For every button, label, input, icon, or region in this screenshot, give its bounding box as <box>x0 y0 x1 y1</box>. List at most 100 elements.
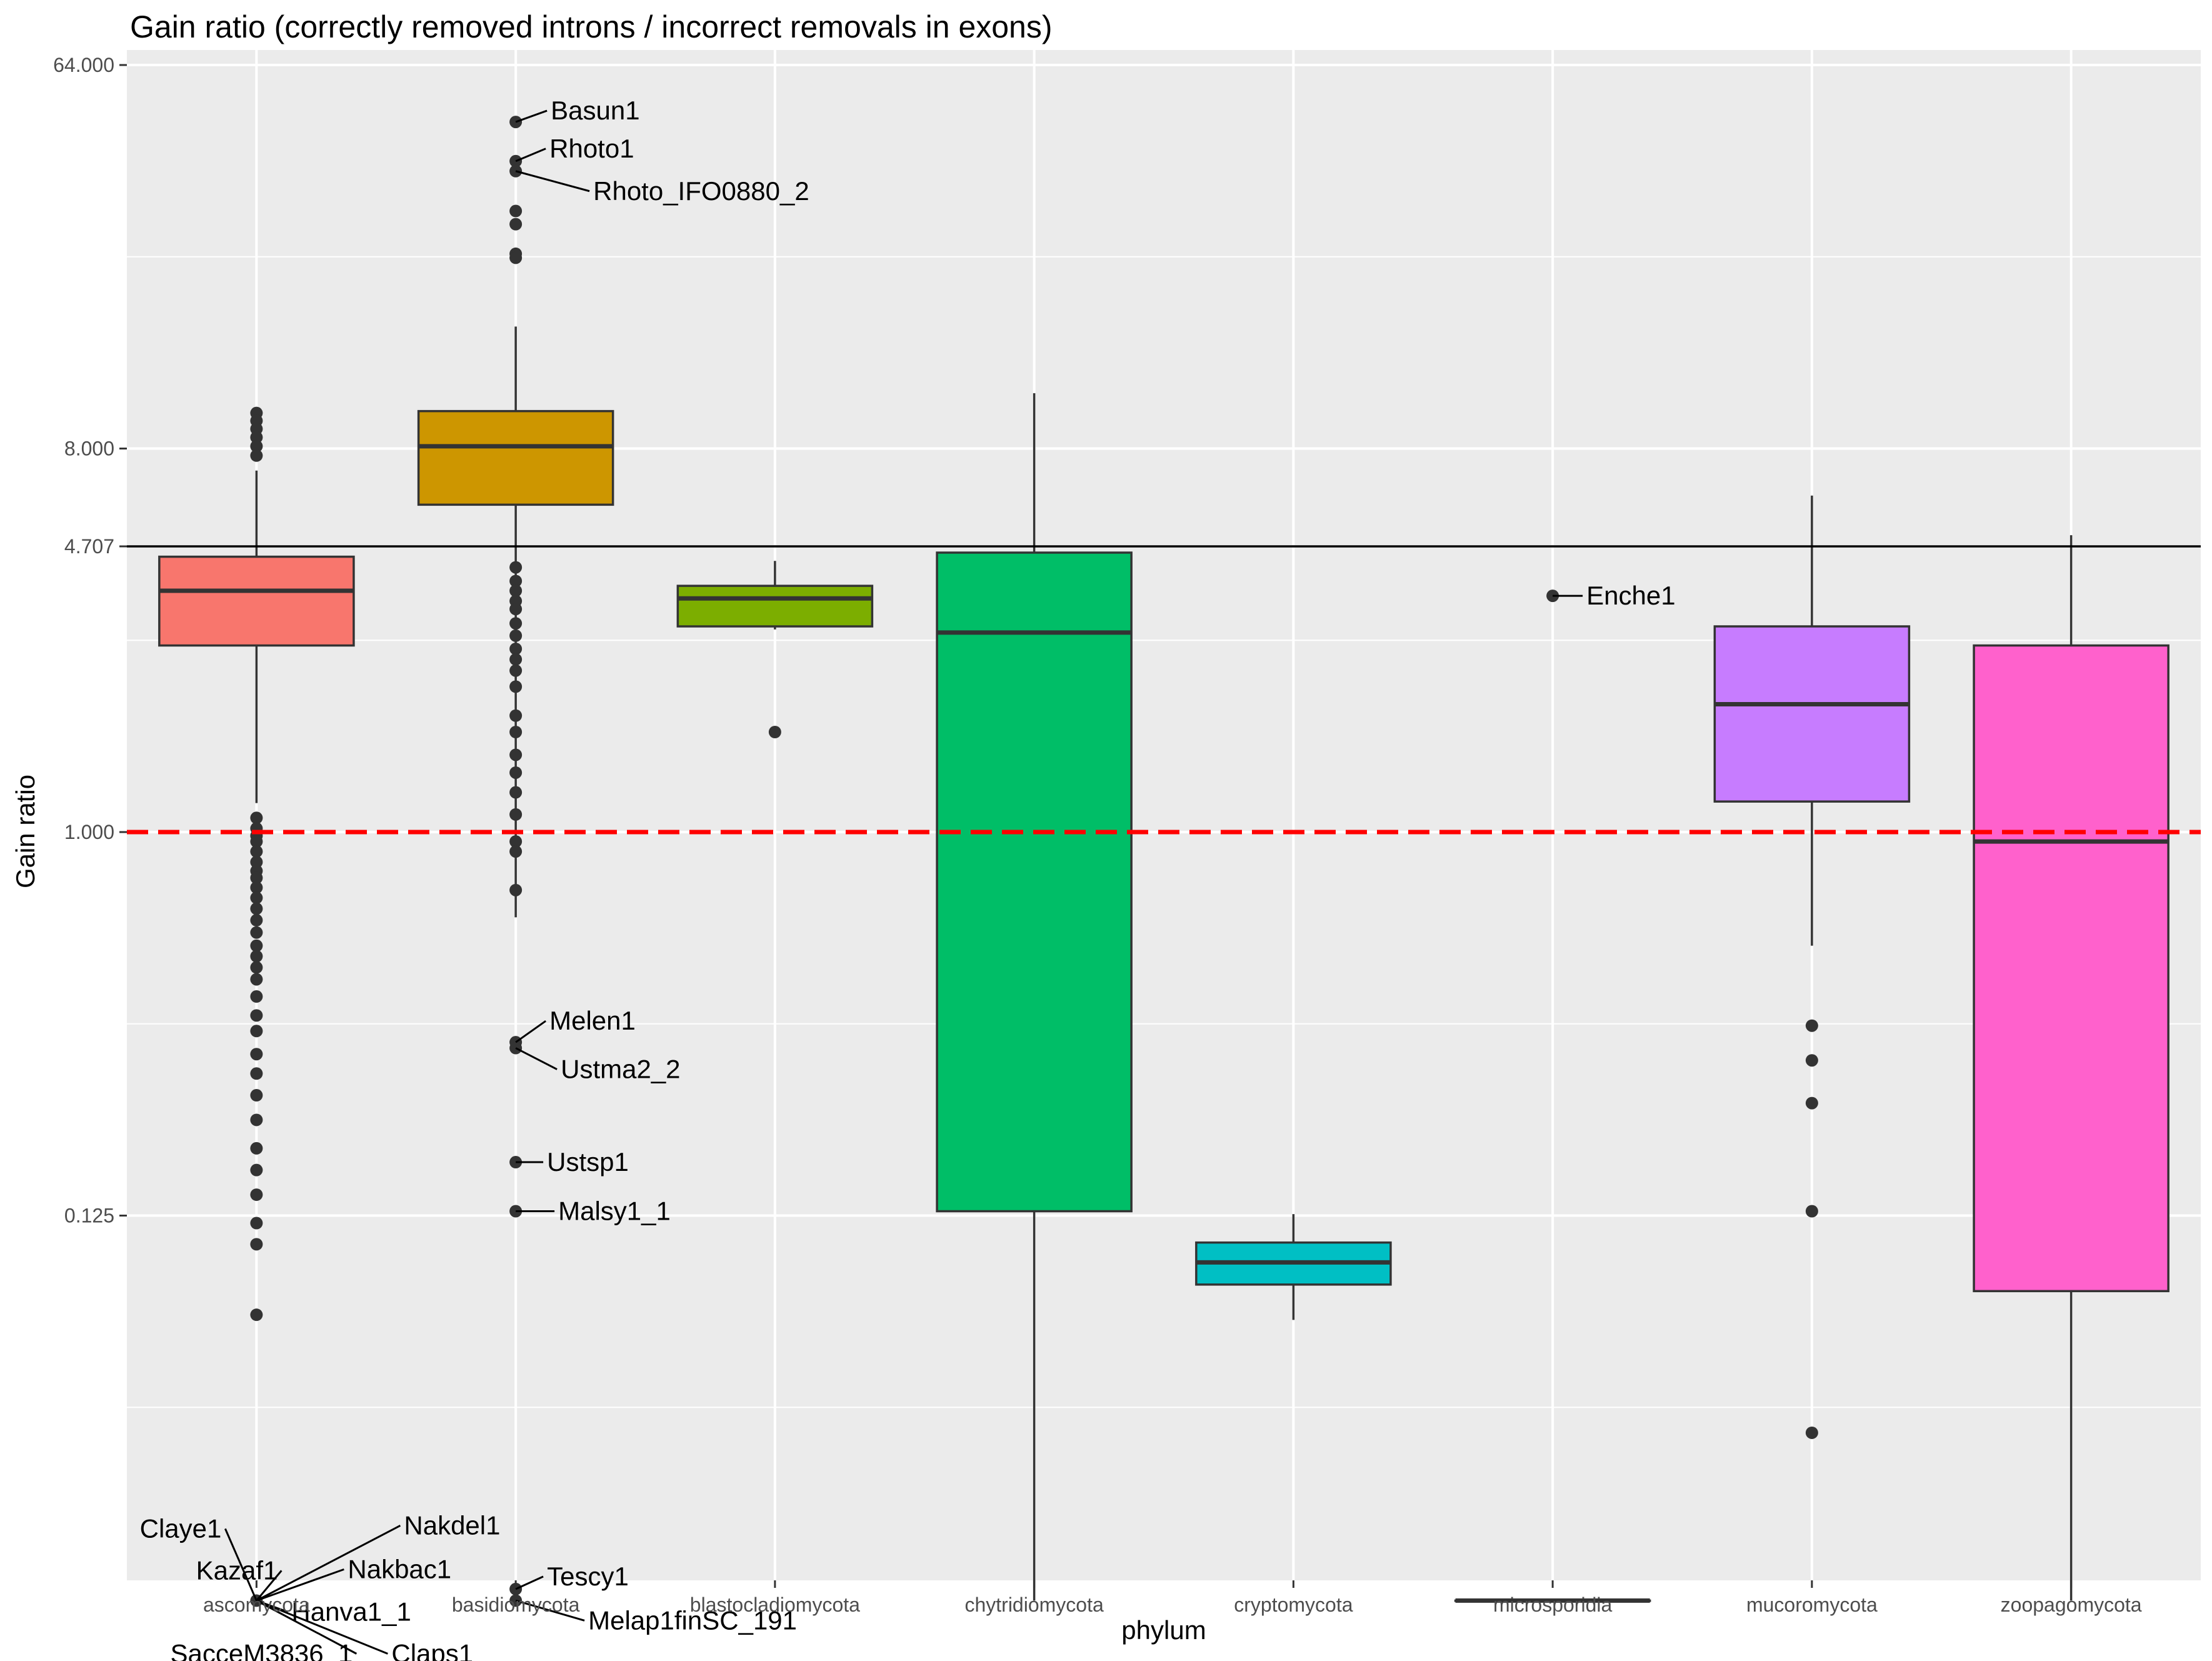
annotation-label: Kazaf1 <box>196 1555 278 1585</box>
annotation-leader <box>256 1599 388 1655</box>
outlier-point <box>250 449 263 462</box>
outlier-point <box>250 891 263 905</box>
outlier-point <box>250 1048 263 1061</box>
chart-title: Gain ratio (correctly removed introns / … <box>130 9 1053 44</box>
box-microsporidia <box>1454 590 1651 1603</box>
annotation-leader <box>515 1599 585 1622</box>
outlier-point <box>509 251 523 264</box>
annotation-label: Enche1 <box>1586 581 1675 610</box>
outlier-point <box>250 914 263 927</box>
annotations: Claye1 Kazaf1 Nakdel1 Nakbac1 Hanva1_1 SacceM… <box>140 96 1676 1661</box>
panel-background <box>127 50 2201 1580</box>
x-tick-label: blastocladiomycota <box>690 1593 860 1616</box>
outlier-point <box>768 725 781 738</box>
outlier-point <box>1805 1096 1818 1110</box>
annotation-leader <box>256 1570 283 1602</box>
box-cryptomycota <box>1195 1214 1392 1320</box>
outlier-point <box>509 218 523 231</box>
annotation-leader <box>515 148 546 163</box>
x-tick-label: zoopagomycota <box>2001 1593 2142 1616</box>
annotation-leader <box>515 1047 558 1070</box>
annotation-label: Ustsp1 <box>547 1147 629 1177</box>
box-iqr <box>1713 625 1911 803</box>
box-basidiomycota <box>417 116 614 1607</box>
reference-lines <box>127 545 2201 835</box>
outlier-point <box>509 642 523 655</box>
outlier-point <box>250 1238 263 1251</box>
outlier-point <box>509 561 523 574</box>
x-tick-label: cryptomycota <box>1234 1593 1353 1616</box>
annotation-label: Ustma2_2 <box>561 1055 680 1084</box>
outlier-point <box>509 883 523 896</box>
outlier-point <box>250 871 263 885</box>
outlier-point <box>250 855 263 868</box>
outlier-point <box>509 808 523 821</box>
annotation-leader <box>515 1575 544 1590</box>
y-tick-label: 4.707 <box>64 535 114 558</box>
annotation-leader <box>256 1568 344 1602</box>
outlier-point <box>509 766 523 779</box>
outlier-point <box>250 881 263 894</box>
outlier-point <box>509 603 523 616</box>
annotation-label: Melen1 <box>549 1006 636 1035</box>
outlier-point <box>250 1163 263 1177</box>
x-axis-title: phylum <box>1121 1615 1206 1645</box>
outlier-point <box>1805 1426 1818 1439</box>
y-tick-label: 64.000 <box>53 54 114 76</box>
outlier-point <box>509 585 523 598</box>
outlier-point <box>250 1113 263 1127</box>
outlier-point <box>250 939 263 952</box>
outlier-point <box>509 653 523 666</box>
annotation-label: Rhoto_IFO0880_2 <box>593 176 809 206</box>
annotation-leader <box>515 1020 546 1043</box>
x-tick-label: microsporidia <box>1493 1593 1612 1616</box>
y-tick-label: 1.000 <box>64 821 114 843</box>
outlier-point <box>250 1188 263 1202</box>
outlier-point <box>250 926 263 939</box>
box-ascomycota <box>158 406 355 1607</box>
outlier-point <box>509 845 523 858</box>
box-iqr <box>1973 644 2169 1293</box>
box-mucoromycota <box>1713 495 1911 1439</box>
outlier-point <box>250 439 263 453</box>
outlier-point <box>509 786 523 799</box>
box-chytridiomycota <box>936 393 1133 1601</box>
outlier-point <box>250 1009 263 1022</box>
box-iqr <box>158 555 355 647</box>
annotation-label: Hanva1_1 <box>291 1597 411 1626</box>
boxes <box>158 116 2169 1607</box>
y-tick-label: 8.000 <box>64 438 114 460</box>
annotation-leader <box>256 1600 358 1655</box>
outlier-point <box>250 431 263 444</box>
annotation-leader <box>256 1525 401 1602</box>
box-iqr <box>417 409 614 506</box>
annotation-label: Nakdel1 <box>404 1510 500 1540</box>
annotation-label: Basun1 <box>551 96 639 125</box>
outlier-point <box>509 575 523 588</box>
outlier-point <box>250 902 263 915</box>
annotation-label: Malsy1_1 <box>558 1197 671 1226</box>
y-axis-title: Gain ratio <box>11 775 40 888</box>
x-tick-label: basidiomycota <box>452 1593 580 1616</box>
box-iqr <box>936 551 1133 1213</box>
outlier-point <box>250 1067 263 1080</box>
outlier-point <box>250 835 263 848</box>
x-tick-label: mucoromycota <box>1746 1593 1878 1616</box>
outlier-point <box>1805 1054 1818 1067</box>
annotation-label: Tescy1 <box>547 1562 629 1591</box>
outlier-point <box>250 961 263 974</box>
annotation-label: Nakbac1 <box>348 1554 451 1583</box>
annotation-label: SacceM3836_1 <box>171 1638 353 1661</box>
outlier-point <box>509 709 523 722</box>
annotation-leader <box>515 109 548 123</box>
annotation-label: Claye1 <box>140 1513 222 1543</box>
outlier-point <box>1805 1205 1818 1218</box>
outlier-point <box>250 1217 263 1230</box>
outlier-point <box>509 617 523 630</box>
outlier-point <box>509 748 523 761</box>
box-iqr <box>676 585 874 628</box>
outlier-point <box>250 845 263 858</box>
outlier-point <box>509 835 523 848</box>
outlier-point <box>509 204 523 218</box>
